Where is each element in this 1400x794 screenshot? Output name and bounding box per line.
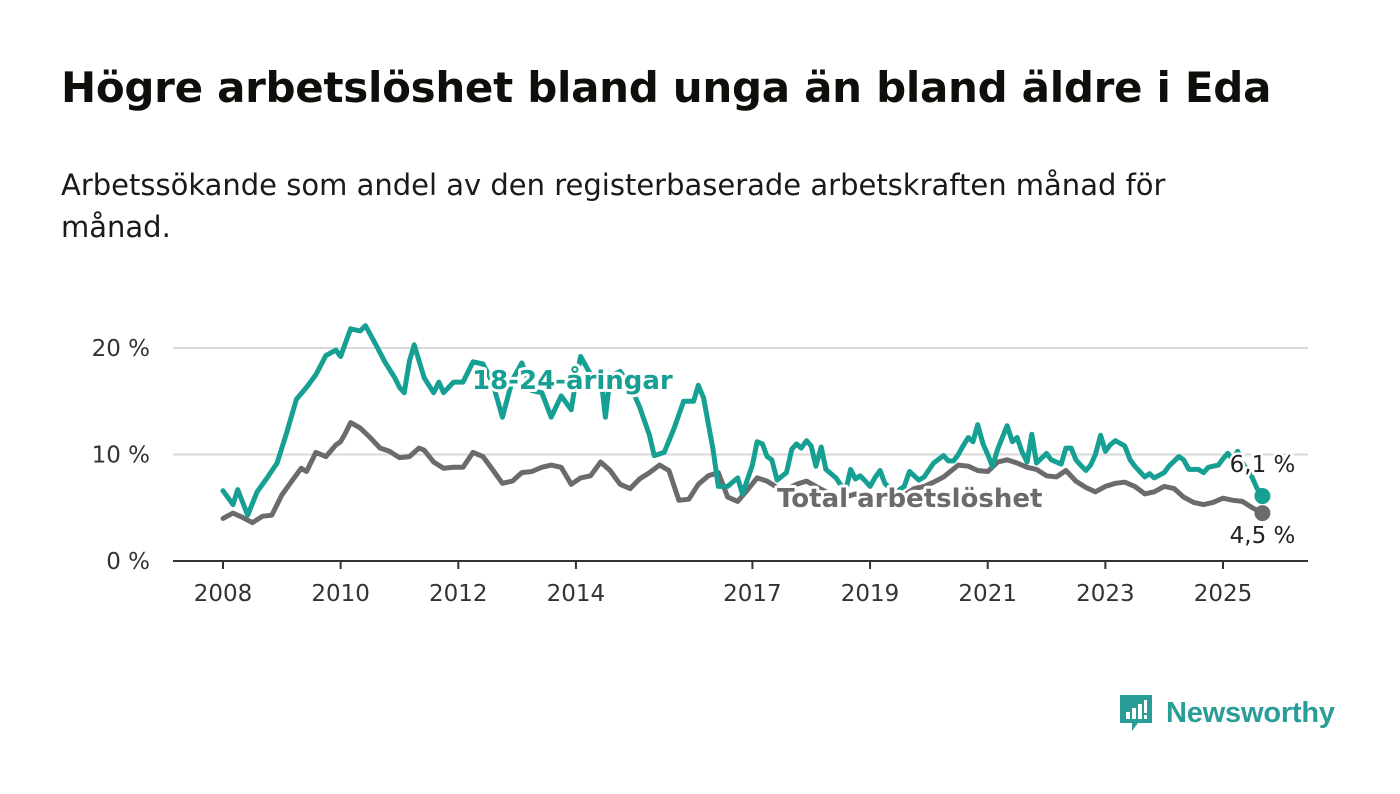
series-end-label: 6,1 % <box>1230 452 1296 478</box>
series-label-total: Total arbetslöshet <box>777 484 1042 514</box>
x-tick-label: 2008 <box>194 581 253 607</box>
axes: 0 % 10 % 20 % 2008 2010 2012 2014 2017 2019 2021 2… <box>92 336 1308 607</box>
series-label-youth: 18-24-åringar <box>472 364 673 396</box>
series-end-marker <box>1254 488 1271 505</box>
newsworthy-logo-icon <box>1120 695 1152 731</box>
gridlines <box>173 347 1308 456</box>
x-tick-label: 2017 <box>723 581 782 607</box>
x-tick-label: 2012 <box>429 581 488 607</box>
y-tick-label: 10 % <box>92 443 150 469</box>
series-labels: 6,1 % 4,5 % 18-24-åringar Total arbetslöshe… <box>469 361 1298 552</box>
chart-title: Högre arbetslöshet bland unga än bland ä… <box>61 63 1272 112</box>
y-tick-label: 0 % <box>106 549 150 575</box>
series-line <box>220 323 1265 518</box>
x-tick-label: 2019 <box>841 581 900 607</box>
x-tick-label: 2025 <box>1194 581 1253 607</box>
series-lines <box>220 323 1271 526</box>
y-tick-label: 20 % <box>92 336 150 362</box>
x-tick-label: 2014 <box>547 581 606 607</box>
series-end-marker <box>1254 505 1271 522</box>
x-tick-label: 2010 <box>311 581 370 607</box>
x-tick-label: 2023 <box>1076 581 1135 607</box>
brand-name: Newsworthy <box>1166 696 1335 729</box>
series-line <box>220 420 1265 526</box>
newsworthy-logo[interactable]: Newsworthy <box>1118 690 1335 736</box>
x-tick-label: 2021 <box>958 581 1017 607</box>
chart-subtitle: Arbetssökande som andel av den registerb… <box>61 168 1166 244</box>
series-end-label: 4,5 % <box>1230 523 1296 549</box>
